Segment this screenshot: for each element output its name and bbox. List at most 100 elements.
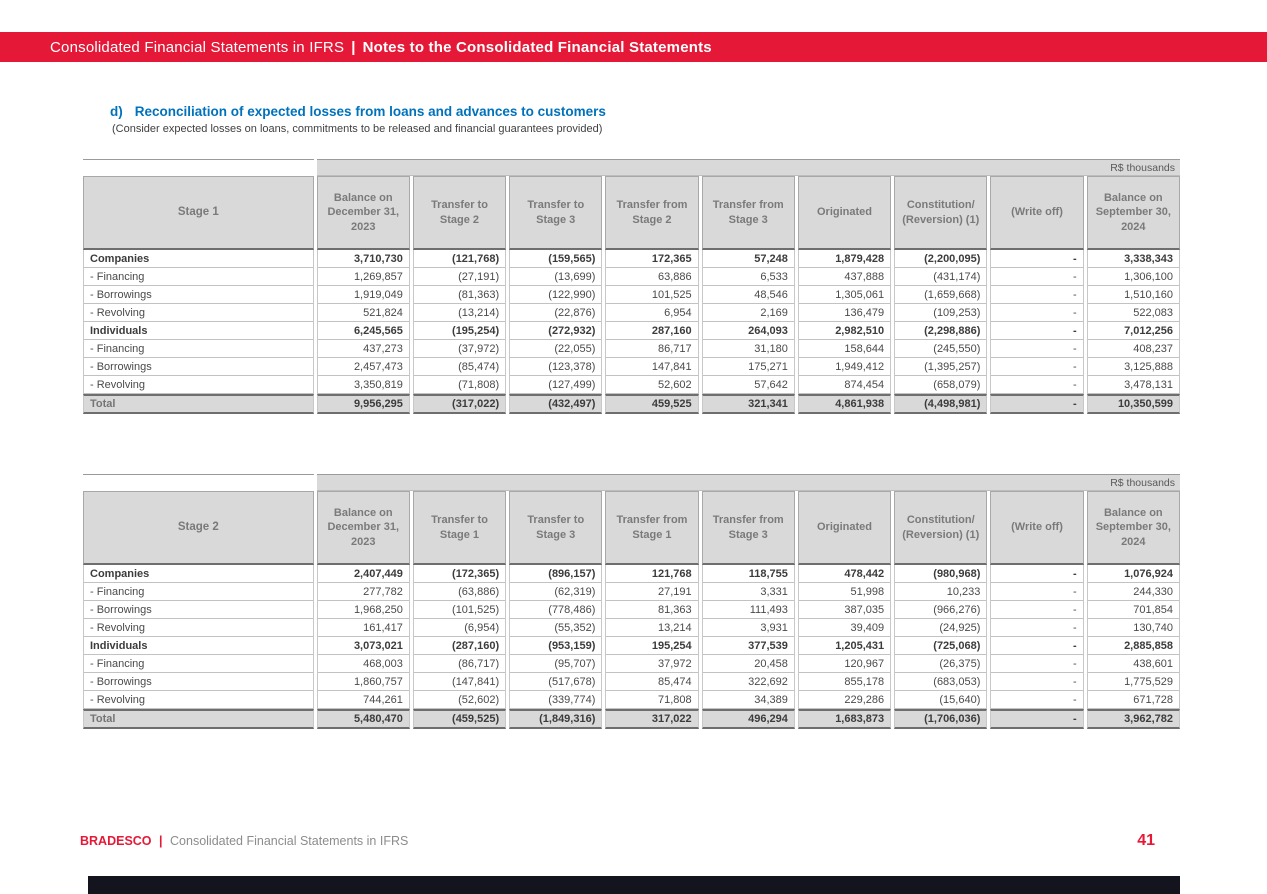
cell-value: (2,298,886): [894, 322, 988, 340]
cell-value: 6,533: [701, 268, 795, 286]
cell-value: 1,775,529: [1086, 673, 1180, 691]
cell-value: -: [990, 637, 1084, 655]
cell-value: 1,269,857: [316, 268, 410, 286]
cell-value: 1,205,431: [797, 637, 892, 655]
page-header-bar: Consolidated Financial Statements in IFR…: [0, 32, 1267, 62]
column-header: Originated: [797, 176, 892, 250]
cell-value: 175,271: [701, 358, 795, 376]
unit-spacer: [83, 159, 314, 176]
footer-separator: |: [159, 834, 163, 848]
footer-left: BRADESCO | Consolidated Financial Statem…: [80, 834, 408, 848]
cell-value: (147,841): [412, 673, 507, 691]
cell-value: 34,389: [701, 691, 795, 709]
reconciliation-table-stage-1: R$ thousands Stage 1 Balance on December 3…: [80, 159, 1183, 414]
cell-value: (896,157): [509, 565, 603, 583]
table-row: - Revolving 744,261 (52,602) (339,774) 71,80…: [83, 691, 1180, 709]
cell-value: 468,003: [316, 655, 410, 673]
column-header: (Write off): [990, 491, 1084, 565]
cell-value: 85,474: [605, 673, 699, 691]
cell-value: 701,854: [1086, 601, 1180, 619]
column-header: Transfer from Stage 1: [605, 491, 699, 565]
cell-value: (26,375): [894, 655, 988, 673]
column-header: Transfer to Stage 3: [509, 491, 603, 565]
cell-value: -: [990, 394, 1084, 414]
header-row: Stage 2 Balance on December 31, 2023 Trans…: [83, 491, 1180, 565]
cell-value: 27,191: [605, 583, 699, 601]
cell-value: 3,125,888: [1086, 358, 1180, 376]
cell-value: (127,499): [509, 376, 603, 394]
section-title: Reconciliation of expected losses from l…: [134, 104, 606, 119]
row-label: - Revolving: [83, 619, 314, 637]
cell-value: -: [990, 322, 1084, 340]
cell-value: (95,707): [509, 655, 603, 673]
table-row: - Financing 437,273 (37,972) (22,055) 86,717…: [83, 340, 1180, 358]
cell-value: 1,860,757: [316, 673, 410, 691]
cell-value: 118,755: [701, 565, 795, 583]
row-label: Companies: [83, 565, 314, 583]
cell-value: (13,214): [412, 304, 507, 322]
cell-value: (725,068): [894, 637, 988, 655]
cell-value: 317,022: [605, 709, 699, 729]
page-footer: BRADESCO | Consolidated Financial Statem…: [80, 832, 1155, 850]
cell-value: 81,363: [605, 601, 699, 619]
cell-value: 437,888: [797, 268, 892, 286]
cell-value: 671,728: [1086, 691, 1180, 709]
cell-value: (6,954): [412, 619, 507, 637]
cell-value: 521,824: [316, 304, 410, 322]
cell-value: 101,525: [605, 286, 699, 304]
cell-value: (27,191): [412, 268, 507, 286]
cell-value: 229,286: [797, 691, 892, 709]
cell-value: 3,073,021: [316, 637, 410, 655]
cell-value: (778,486): [509, 601, 603, 619]
cell-value: (432,497): [509, 394, 603, 414]
cell-value: (339,774): [509, 691, 603, 709]
cell-value: (966,276): [894, 601, 988, 619]
reconciliation-table-stage-2: R$ thousands Stage 2 Balance on December 3…: [80, 474, 1183, 729]
cell-value: 48,546: [701, 286, 795, 304]
column-header: (Write off): [990, 176, 1084, 250]
cell-value: (517,678): [509, 673, 603, 691]
cell-value: (459,525): [412, 709, 507, 729]
cell-value: 31,180: [701, 340, 795, 358]
column-header: Originated: [797, 491, 892, 565]
cell-value: (4,498,981): [894, 394, 988, 414]
cell-value: (1,395,257): [894, 358, 988, 376]
cell-value: 120,967: [797, 655, 892, 673]
cell-value: (37,972): [412, 340, 507, 358]
cell-value: 195,254: [605, 637, 699, 655]
column-header: Balance on September 30, 2024: [1086, 491, 1180, 565]
table-row: Companies 3,710,730 (121,768) (159,565) 172,…: [83, 250, 1180, 268]
header-title-left: Consolidated Financial Statements in IFR…: [50, 38, 345, 56]
cell-value: (1,659,668): [894, 286, 988, 304]
cell-value: 63,886: [605, 268, 699, 286]
table-row: - Revolving 161,417 (6,954) (55,352) 13,214 3…: [83, 619, 1180, 637]
bottom-bar: [88, 876, 1180, 894]
cell-value: 321,341: [701, 394, 795, 414]
cell-value: 57,642: [701, 376, 795, 394]
cell-value: 3,338,343: [1086, 250, 1180, 268]
cell-value: 20,458: [701, 655, 795, 673]
table-row: - Borrowings 1,968,250 (101,525) (778,486) 8…: [83, 601, 1180, 619]
row-label: Individuals: [83, 322, 314, 340]
cell-value: (85,474): [412, 358, 507, 376]
cell-value: (2,200,095): [894, 250, 988, 268]
cell-value: (953,159): [509, 637, 603, 655]
cell-value: (272,932): [509, 322, 603, 340]
row-label: - Revolving: [83, 376, 314, 394]
page-number: 41: [1137, 832, 1155, 849]
cell-value: 1,879,428: [797, 250, 892, 268]
cell-value: -: [990, 268, 1084, 286]
cell-value: 3,331: [701, 583, 795, 601]
table-row: Companies 2,407,449 (172,365) (896,157) 121,…: [83, 565, 1180, 583]
table-row: Total 5,480,470 (459,525) (1,849,316) 317,02…: [83, 709, 1180, 729]
cell-value: 161,417: [316, 619, 410, 637]
cell-value: -: [990, 709, 1084, 729]
cell-value: (52,602): [412, 691, 507, 709]
cell-value: (1,706,036): [894, 709, 988, 729]
cell-value: -: [990, 583, 1084, 601]
cell-value: 3,962,782: [1086, 709, 1180, 729]
row-label: - Financing: [83, 340, 314, 358]
column-header: Balance on September 30, 2024: [1086, 176, 1180, 250]
cell-value: 6,245,565: [316, 322, 410, 340]
